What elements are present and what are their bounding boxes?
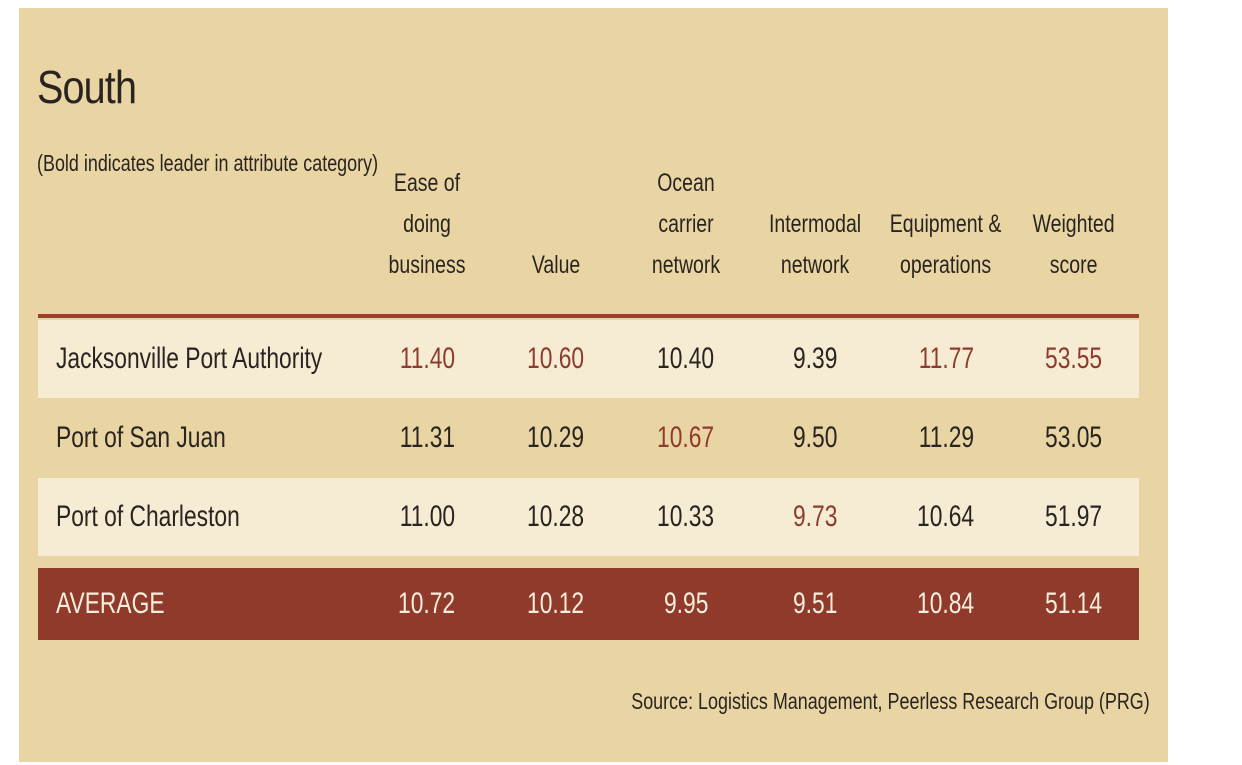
- port-name: Jacksonville Port Authority: [56, 320, 406, 398]
- value-cell: 51.14: [999, 568, 1149, 640]
- average-row: AVERAGE 10.72 10.12 9.95 9.51 10.84 51.14: [38, 568, 1139, 640]
- column-header: Intermodal network: [740, 206, 890, 286]
- cell-value: 10.40: [657, 342, 715, 375]
- port-name: Port of San Juan: [56, 400, 279, 476]
- cell-value: 53.55: [1045, 342, 1103, 375]
- column-header: Value: [481, 206, 631, 286]
- cell-value: 10.29: [527, 421, 585, 454]
- value-cell: 10.40: [611, 320, 761, 398]
- cell-value: 9.73: [792, 500, 838, 533]
- cell-value: 51.14: [1045, 587, 1103, 620]
- cell-value: 9.95: [663, 587, 709, 620]
- leader-value-cell: 9.73: [740, 478, 890, 556]
- cell-value: 10.33: [657, 500, 715, 533]
- value-cell: 10.72: [352, 568, 502, 640]
- cell-value: 10.67: [657, 421, 715, 454]
- leader-value-cell: 53.55: [999, 320, 1149, 398]
- cell-value: 10.12: [527, 587, 585, 620]
- header-rule: [38, 314, 1139, 318]
- column-header-label: Intermodal network: [768, 210, 862, 279]
- value-cell: 10.12: [481, 568, 631, 640]
- cell-value: 11.00: [399, 500, 455, 533]
- table-row: Port of San Juan 11.31 10.29 10.67 9.50 11.29…: [38, 400, 1139, 476]
- column-header-label: Ease of doing business: [388, 169, 466, 279]
- cell-value: 10.84: [917, 587, 975, 620]
- value-cell: 11.00: [352, 478, 502, 556]
- cell-value: 11.29: [918, 421, 974, 454]
- value-cell: 51.97: [999, 478, 1149, 556]
- value-cell: 11.29: [871, 400, 1021, 476]
- value-cell: 10.33: [611, 478, 761, 556]
- leader-value-cell: 11.77: [871, 320, 1021, 398]
- column-header-label: Ocean carrier network: [651, 169, 721, 279]
- cell-value: 51.97: [1045, 500, 1103, 533]
- value-cell: 11.31: [352, 400, 502, 476]
- cell-value: 53.05: [1045, 421, 1103, 454]
- value-cell: 9.39: [740, 320, 890, 398]
- column-header-label: Equipment & operations: [890, 210, 1002, 279]
- cell-value: 10.60: [527, 342, 585, 375]
- cell-text: Port of Charleston: [56, 500, 240, 533]
- column-header: Equipment & operations: [871, 206, 1021, 286]
- value-cell: 10.29: [481, 400, 631, 476]
- value-cell: 10.28: [481, 478, 631, 556]
- average-label: AVERAGE: [56, 568, 199, 640]
- cell-value: 9.51: [792, 587, 838, 620]
- port-name: Port of Charleston: [56, 478, 298, 556]
- cell-value: 11.77: [918, 342, 974, 375]
- chart-subtitle: (Bold indicates leader in attribute cate…: [37, 150, 379, 176]
- column-header-label: Value: [531, 251, 581, 279]
- source-note: Source: Logistics Management, Peerless R…: [631, 688, 1150, 714]
- cell-value: 11.40: [399, 342, 455, 375]
- cell-text: AVERAGE: [56, 587, 165, 620]
- cell-value: 10.64: [917, 500, 975, 533]
- cell-value: 9.39: [792, 342, 838, 375]
- cell-text: Jacksonville Port Authority: [56, 342, 323, 375]
- leader-value-cell: 10.60: [481, 320, 631, 398]
- table-row: Jacksonville Port Authority 11.40 10.60 10.…: [38, 320, 1139, 398]
- leader-value-cell: 10.67: [611, 400, 761, 476]
- value-cell: 9.95: [611, 568, 761, 640]
- leader-value-cell: 11.40: [352, 320, 502, 398]
- column-header: Ease of doing business: [352, 169, 502, 286]
- cell-value: 10.28: [527, 500, 585, 533]
- cell-value: 10.72: [398, 587, 456, 620]
- value-cell: 9.50: [740, 400, 890, 476]
- table-panel: South (Bold indicates leader in attribut…: [19, 8, 1168, 762]
- chart-title: South: [37, 61, 137, 113]
- cell-value: 11.31: [399, 421, 455, 454]
- value-cell: 10.84: [871, 568, 1021, 640]
- value-cell: 53.05: [999, 400, 1149, 476]
- column-header: Ocean carrier network: [611, 169, 761, 286]
- cell-value: 9.50: [792, 421, 838, 454]
- cell-text: Port of San Juan: [56, 421, 226, 454]
- value-cell: 10.64: [871, 478, 1021, 556]
- value-cell: 9.51: [740, 568, 890, 640]
- column-header-label: Weighted score: [1032, 210, 1116, 279]
- column-header: Weighted score: [999, 206, 1149, 286]
- table-row: Port of Charleston 11.00 10.28 10.33 9.73 10.…: [38, 478, 1139, 556]
